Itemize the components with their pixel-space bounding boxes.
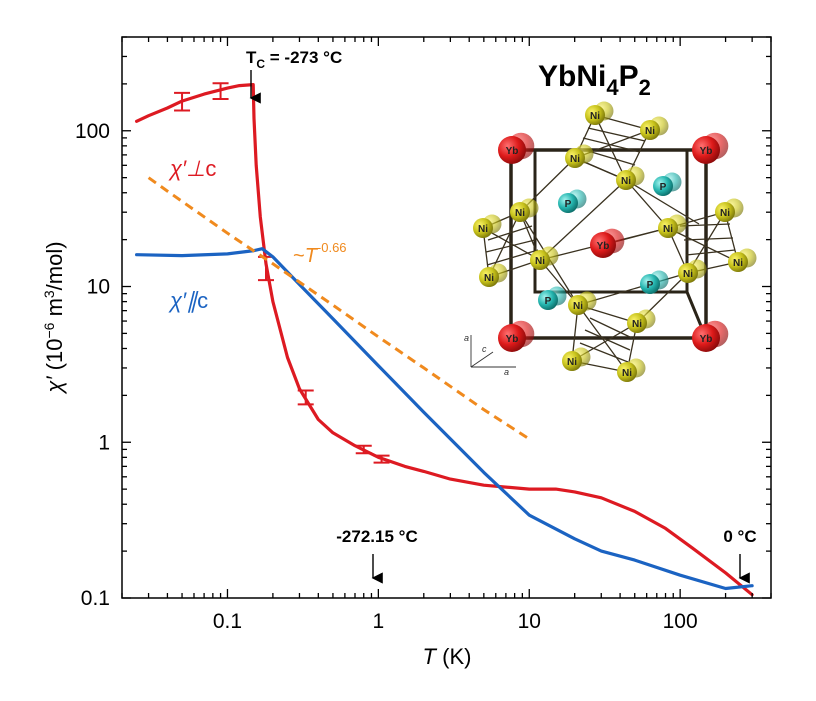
atom-label: Ni (484, 273, 494, 284)
tick-layer: 0.1 1 10 100 0.1 1 10 100 (75, 36, 772, 633)
atom-ni: Ni (715, 198, 744, 222)
atom-ni: Ni (728, 248, 757, 272)
y-axis-text-b: m (42, 298, 67, 322)
y-axis-title: χ′ (10−6 m3/mol) (41, 241, 67, 394)
x-tick-label: 0.1 (213, 610, 242, 633)
atom-label: Ni (567, 357, 577, 368)
y-axis-exp-a: −6 (41, 322, 57, 338)
crystal-axes-indicator (470, 335, 516, 368)
axis-letter-a-vertical: a (464, 333, 469, 343)
axis-letter-a-horizontal: a (504, 367, 509, 377)
error-bar (297, 389, 314, 406)
atom-label: P (545, 296, 552, 307)
atom-label: Yb (700, 146, 713, 157)
atom-label: Yb (506, 334, 519, 345)
x-axis-unit: (K) (436, 644, 471, 669)
atom-label: P (660, 182, 667, 193)
atom-ni: Ni (617, 358, 646, 382)
y-tick-label: 10 (87, 276, 110, 299)
atom-label: Ni (645, 126, 655, 137)
atom-yb: Yb (590, 228, 625, 258)
atom-label: Ni (622, 368, 632, 379)
atom-ni: Ni (616, 166, 645, 190)
atom-label: Ni (478, 224, 488, 235)
atom-label: Ni (573, 301, 583, 312)
atom-label: Ni (570, 154, 580, 165)
atom-ni: Ni (678, 259, 707, 283)
atom-label: Yb (597, 241, 610, 252)
atom-layer: Yb Yb Yb Yb Yb Ni Ni Ni Ni Ni Ni Ni Ni Ni Ni Ni Ni Ni Ni Ni… (473, 101, 757, 382)
crystal-structure-inset: YbNi4P2 Yb Yb Yb Yb Yb Ni Ni Ni Ni Ni Ni Ni Ni Ni Ni Ni… (464, 60, 757, 382)
atom-label: Yb (506, 146, 519, 157)
atom-ni: Ni (565, 144, 594, 168)
atom-p: P (558, 189, 587, 213)
series-line-0 (135, 83, 754, 597)
atom-label: Ni (632, 319, 642, 330)
plot-frame (121, 36, 772, 599)
atom-ni: Ni (530, 246, 559, 270)
atom-label: Ni (720, 208, 730, 219)
series-label-perp: χ′⊥c (168, 156, 216, 181)
y-axis-symbol: χ′ (42, 376, 67, 395)
error-bar (212, 82, 229, 100)
atom-label: P (647, 280, 654, 291)
atom-label: Ni (535, 256, 545, 267)
axis-letter-c: c (482, 344, 487, 354)
x-axis-title: T (K) (423, 644, 472, 669)
y-axis-text-a: (10 (42, 339, 67, 377)
atom-ni: Ni (510, 198, 539, 222)
y-tick-label: 1 (98, 431, 110, 454)
atom-yb: Yb (498, 132, 535, 164)
y-tick-label: 0.1 (81, 587, 110, 610)
atom-ni: Ni (479, 263, 508, 287)
y-axis-text-c: /mol) (42, 241, 67, 290)
atom-ni: Ni (640, 116, 669, 140)
error-bar (174, 91, 191, 112)
series-line-1 (135, 247, 754, 591)
atom-ni: Ni (658, 214, 687, 238)
atom-label: Yb (700, 334, 713, 345)
atom-label: Ni (733, 258, 743, 269)
x-axis-symbol: T (423, 644, 438, 669)
atom-p: P (653, 172, 682, 196)
x-tick-label: 100 (663, 610, 698, 633)
atom-label: Ni (683, 269, 693, 280)
atom-ni: Ni (627, 309, 656, 333)
series-layer (135, 82, 754, 597)
x-tick-label: 10 (518, 610, 541, 633)
atom-label: Ni (590, 111, 600, 122)
atom-label: Ni (621, 176, 631, 187)
zero-celsius-annotation: 0 °C (723, 527, 756, 546)
atom-label: P (565, 199, 572, 210)
atom-ni: Ni (562, 347, 591, 371)
atom-yb: Yb (498, 320, 535, 352)
atom-yb: Yb (692, 132, 729, 164)
atom-yb: Yb (692, 320, 729, 352)
tc-annotation: TC = -273 °C (246, 48, 342, 71)
atom-p: P (538, 286, 567, 310)
y-axis-exp-b: 3 (41, 290, 57, 298)
error-bar (355, 444, 372, 455)
one-kelvin-annotation: -272.15 °C (336, 527, 417, 546)
y-tick-label: 100 (75, 120, 110, 143)
x-tick-label: 1 (373, 610, 385, 633)
atom-ni: Ni (568, 291, 597, 315)
error-bar (373, 454, 390, 464)
series-line-2 (147, 176, 531, 441)
atom-label: Ni (663, 224, 673, 235)
atom-label: Ni (515, 208, 525, 219)
formula-label: YbNi4P2 (538, 60, 651, 100)
series-label-par: χ′∥c (168, 288, 208, 313)
power-law-label: ~T-0.66 (293, 240, 347, 267)
atom-ni: Ni (585, 101, 614, 125)
atom-p: P (640, 270, 669, 294)
atom-ni: Ni (473, 214, 502, 238)
